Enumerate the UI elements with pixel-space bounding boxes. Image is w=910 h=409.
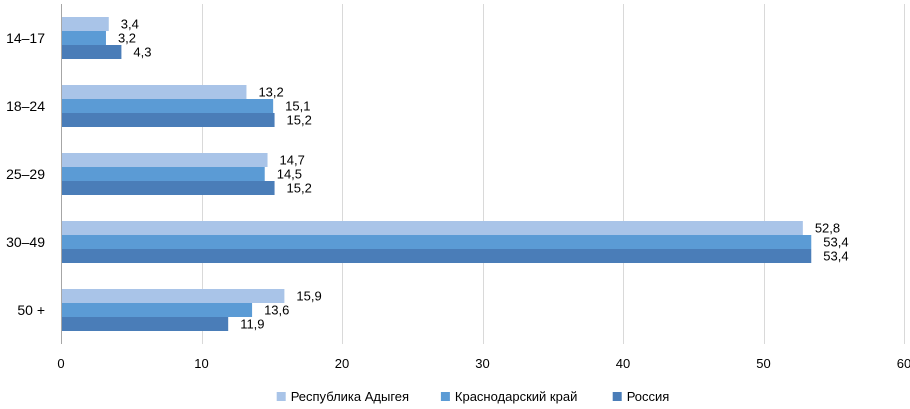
legend-label: Республика Адыгея — [291, 389, 409, 404]
bar — [62, 221, 803, 235]
data-label: 13,6 — [264, 303, 289, 318]
bar — [62, 181, 275, 195]
data-label: 15,2 — [287, 113, 312, 128]
data-label: 14,5 — [277, 167, 302, 182]
category-label: 14–17 — [6, 30, 45, 46]
legend-label: Краснодарский край — [455, 389, 577, 404]
bar — [62, 289, 285, 303]
bar — [62, 17, 109, 31]
data-label: 15,9 — [296, 289, 321, 304]
x-tick-label: 60 — [897, 356, 910, 371]
bars — [62, 17, 812, 331]
category-label: 50 + — [17, 302, 45, 318]
bar — [62, 235, 812, 249]
category-labels: 14–17 18–24 25–29 30–49 50 + — [6, 30, 45, 318]
x-tick-label: 40 — [616, 356, 630, 371]
data-label: 53,4 — [823, 249, 848, 264]
x-tick-labels: 0 10 20 30 40 50 60 — [57, 356, 910, 371]
data-label: 4,3 — [133, 45, 151, 60]
category-label: 18–24 — [6, 98, 45, 114]
bar — [62, 31, 106, 45]
data-label: 13,2 — [258, 85, 283, 100]
data-label: 53,4 — [823, 235, 848, 250]
data-label: 3,2 — [118, 31, 136, 46]
bar — [62, 45, 122, 59]
bar — [62, 85, 247, 99]
data-label: 14,7 — [280, 153, 305, 168]
bar — [62, 249, 812, 263]
x-tick-label: 30 — [475, 356, 489, 371]
data-label: 15,1 — [285, 99, 310, 114]
bar — [62, 99, 274, 113]
bar — [62, 167, 265, 181]
bar — [62, 303, 253, 317]
category-label: 25–29 — [6, 166, 45, 182]
legend-label: Россия — [627, 389, 670, 404]
data-label: 15,2 — [287, 181, 312, 196]
x-tick-label: 20 — [335, 356, 349, 371]
legend-swatch — [440, 392, 450, 401]
grid-lines — [61, 4, 905, 344]
data-label: 52,8 — [815, 221, 840, 236]
data-label: 11,9 — [240, 317, 264, 332]
legend: Республика Адыгея Краснодарский край Росси… — [276, 389, 670, 404]
x-tick-label: 50 — [756, 356, 770, 371]
category-label: 30–49 — [6, 234, 45, 250]
x-tick-label: 10 — [194, 356, 208, 371]
bar — [62, 153, 268, 167]
data-label: 3,4 — [121, 17, 139, 32]
legend-swatch — [276, 392, 286, 401]
bar — [62, 113, 275, 127]
data-labels: 3,43,24,313,215,115,214,714,515,252,853,… — [118, 17, 849, 332]
x-tick-label: 0 — [57, 356, 64, 371]
bar — [62, 317, 229, 331]
legend-swatch — [612, 392, 622, 401]
